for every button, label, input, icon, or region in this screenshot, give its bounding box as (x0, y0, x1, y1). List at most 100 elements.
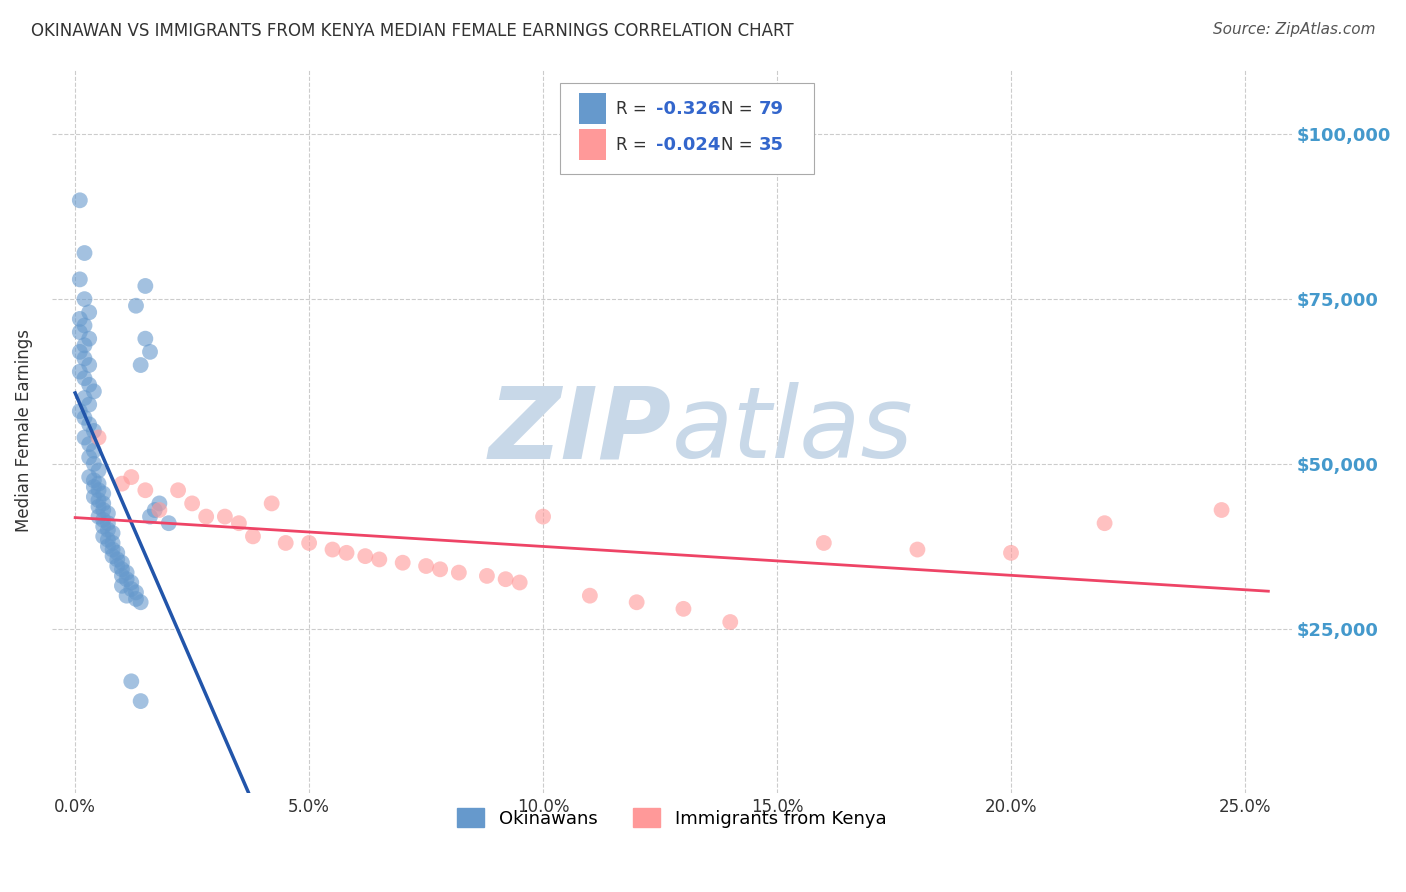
Point (354, 549, 377, 563)
Point (120, 582, 142, 596)
Point (73, 351, 96, 366)
Point (101, 542, 124, 557)
Text: R =: R = (616, 136, 652, 154)
Point (260, 496, 283, 510)
Point (87, 476, 110, 491)
Text: Source: ZipAtlas.com: Source: ZipAtlas.com (1212, 22, 1375, 37)
Text: N =: N = (721, 136, 758, 154)
Point (813, 536, 835, 550)
Point (69, 325, 91, 339)
Point (335, 546, 357, 560)
Point (415, 559, 437, 574)
Point (214, 509, 236, 524)
Point (509, 575, 531, 590)
Point (77, 470, 100, 484)
Point (87, 509, 110, 524)
Point (1211, 503, 1233, 517)
Point (157, 516, 180, 531)
Point (73, 246, 96, 260)
Point (242, 529, 264, 543)
Point (73, 338, 96, 352)
Text: 35: 35 (759, 136, 783, 154)
Point (115, 566, 138, 580)
Point (718, 615, 741, 629)
Point (143, 503, 166, 517)
Point (83, 443, 105, 458)
Point (672, 602, 695, 616)
Text: ZIP: ZIP (489, 383, 672, 479)
Point (83, 480, 105, 494)
Point (105, 546, 128, 560)
Point (77, 358, 100, 372)
Text: -0.326: -0.326 (655, 100, 720, 118)
Point (73, 371, 96, 385)
Point (101, 549, 124, 563)
Point (368, 552, 391, 566)
Text: R =: R = (616, 100, 652, 118)
Point (391, 556, 413, 570)
Point (1000, 546, 1022, 560)
Point (495, 572, 517, 586)
Point (120, 470, 142, 484)
Point (69, 365, 91, 379)
Point (111, 562, 134, 576)
Point (626, 595, 648, 609)
Point (77, 398, 100, 412)
Point (181, 496, 204, 510)
Point (87, 430, 110, 444)
Point (111, 569, 134, 583)
Point (101, 526, 124, 541)
Point (134, 279, 156, 293)
Point (87, 500, 110, 514)
Point (69, 272, 91, 286)
Point (77, 332, 100, 346)
Point (134, 483, 156, 498)
Point (83, 424, 105, 438)
Point (125, 585, 148, 599)
Point (77, 377, 100, 392)
Point (77, 437, 100, 451)
Point (91, 503, 114, 517)
Text: -0.024: -0.024 (655, 136, 720, 154)
Point (148, 496, 170, 510)
Point (91, 486, 114, 500)
Point (77, 417, 100, 432)
Point (97, 516, 120, 531)
Point (83, 384, 105, 399)
FancyBboxPatch shape (560, 83, 814, 174)
Point (77, 450, 100, 465)
Point (97, 523, 120, 537)
Point (195, 509, 218, 524)
Point (91, 513, 114, 527)
Point (139, 344, 162, 359)
Point (73, 292, 96, 306)
Point (129, 358, 152, 372)
Point (97, 539, 120, 553)
FancyBboxPatch shape (579, 93, 606, 124)
Point (97, 506, 120, 520)
Point (447, 566, 470, 580)
Point (475, 569, 498, 583)
Point (120, 674, 142, 689)
Point (274, 536, 297, 550)
Point (91, 496, 114, 510)
Point (125, 299, 148, 313)
Point (83, 457, 105, 471)
Point (429, 562, 451, 576)
Point (101, 536, 124, 550)
Point (111, 476, 134, 491)
Point (73, 391, 96, 405)
Point (111, 579, 134, 593)
Point (321, 542, 343, 557)
Point (228, 516, 250, 531)
Point (87, 463, 110, 477)
Text: 79: 79 (759, 100, 783, 118)
Point (91, 529, 114, 543)
Text: OKINAWAN VS IMMIGRANTS FROM KENYA MEDIAN FEMALE EARNINGS CORRELATION CHART: OKINAWAN VS IMMIGRANTS FROM KENYA MEDIAN… (31, 22, 793, 40)
Point (125, 591, 148, 606)
Point (83, 490, 105, 504)
Point (87, 483, 110, 498)
Point (129, 595, 152, 609)
Point (115, 572, 138, 586)
Point (73, 410, 96, 425)
